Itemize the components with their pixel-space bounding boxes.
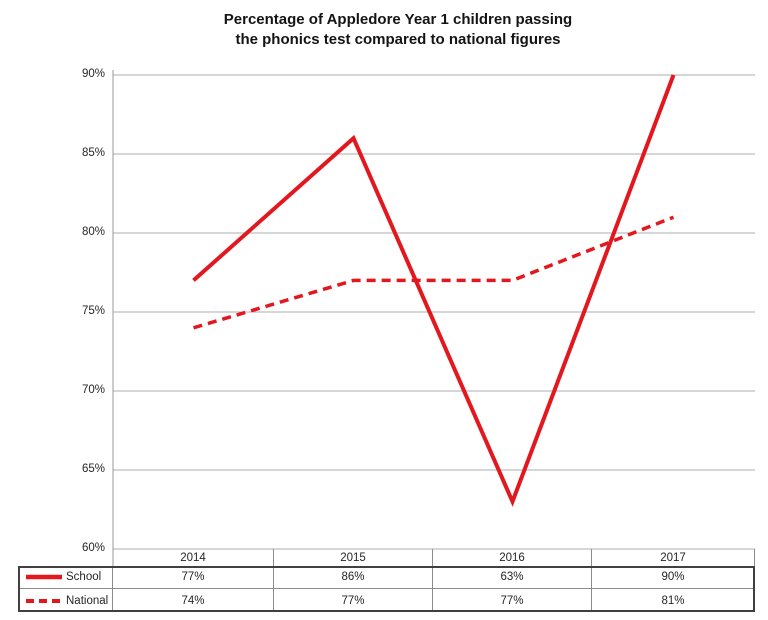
year-header-2014: 2014 bbox=[113, 549, 274, 566]
y-axis-label: 65% bbox=[81, 463, 105, 475]
national-value-2014: 74% bbox=[113, 589, 274, 612]
series-line-school bbox=[192, 74, 676, 507]
school-value-2016: 63% bbox=[433, 566, 592, 589]
school-solid-line-icon bbox=[26, 574, 62, 580]
year-header-2015: 2015 bbox=[274, 549, 433, 566]
school-value-2014: 77% bbox=[113, 566, 274, 589]
table-corner-cell bbox=[18, 549, 113, 566]
national-value-2015: 77% bbox=[274, 589, 433, 612]
national-dashed-line-icon bbox=[26, 598, 62, 603]
chart-title: Percentage of Appledore Year 1 children … bbox=[28, 10, 768, 50]
y-axis-label: 80% bbox=[81, 226, 105, 238]
school-value-2015: 86% bbox=[274, 566, 433, 589]
y-axis-label: 60% bbox=[81, 542, 105, 554]
series-line-national bbox=[193, 215, 675, 330]
y-axis-label: 90% bbox=[81, 68, 105, 80]
legend-label-national: National bbox=[66, 594, 109, 607]
chart-title-line2: the phonics test compared to national fi… bbox=[235, 31, 561, 48]
data-table: 2014 2015 2016 2017 School 77% 86% 63% 9… bbox=[18, 549, 755, 612]
legend-item-national: National bbox=[18, 589, 113, 612]
national-value-2016: 77% bbox=[433, 589, 592, 612]
y-axis-label: 85% bbox=[81, 147, 105, 159]
chart-title-line1: Percentage of Appledore Year 1 children … bbox=[223, 11, 573, 28]
legend-label-school: School bbox=[66, 571, 102, 583]
school-value-2017: 90% bbox=[592, 566, 755, 589]
y-axis-label: 70% bbox=[81, 384, 105, 396]
y-axis-label: 75% bbox=[81, 305, 105, 317]
year-header-2016: 2016 bbox=[433, 549, 592, 566]
national-value-2017: 81% bbox=[592, 589, 755, 612]
year-header-2017: 2017 bbox=[592, 549, 755, 566]
legend-item-school: School bbox=[18, 566, 113, 589]
